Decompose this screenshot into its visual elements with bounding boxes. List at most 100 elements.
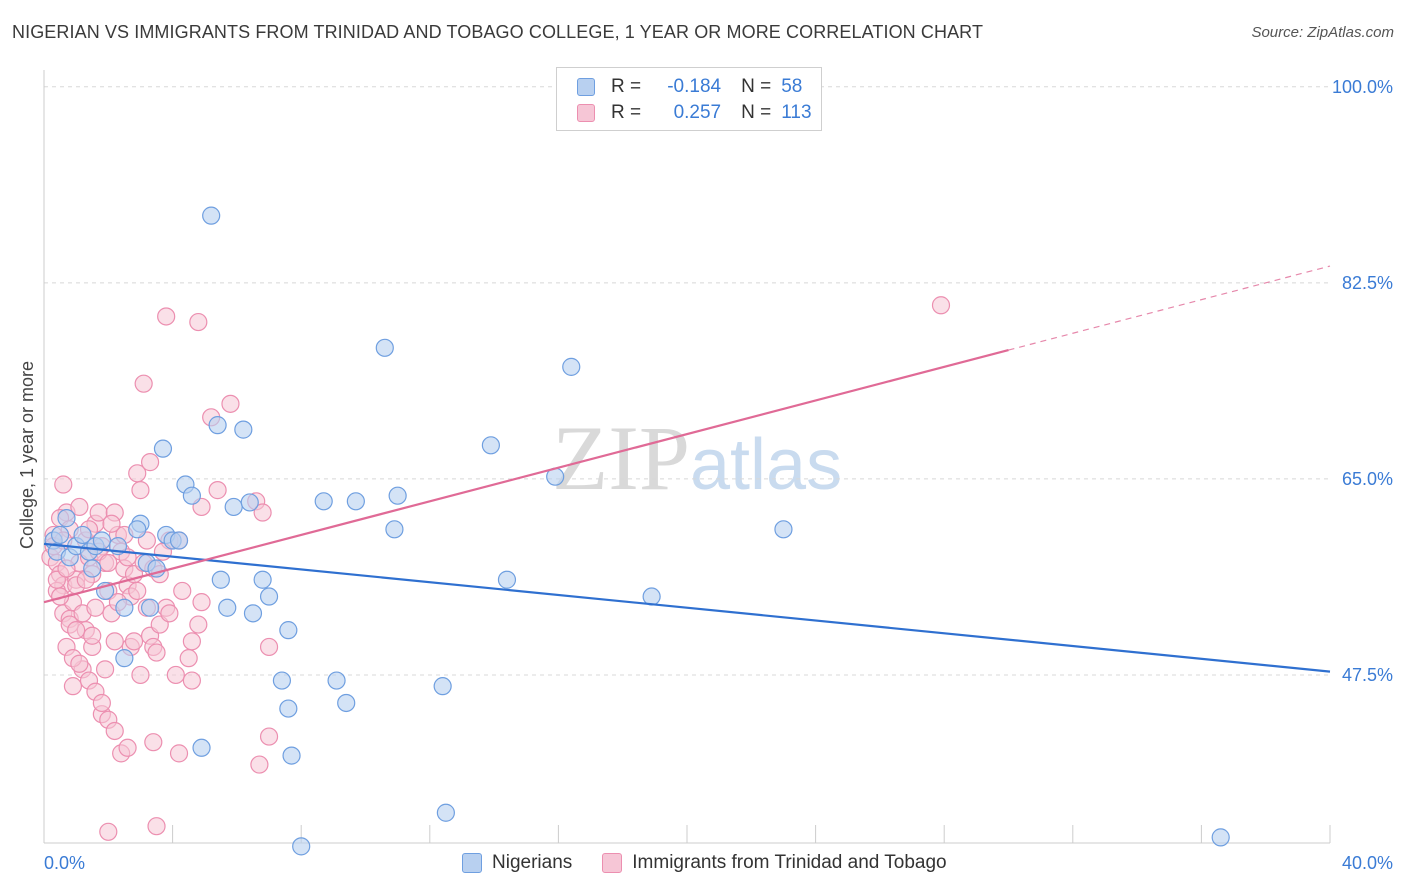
y-tick-label: 100.0% <box>1332 77 1393 97</box>
data-point-nigerian <box>218 598 237 617</box>
data-point-nigerian <box>375 338 394 357</box>
data-point-trinidad <box>124 632 144 651</box>
data-point-nigerian <box>169 531 189 550</box>
data-point-trinidad <box>259 727 279 746</box>
data-point-nigerian <box>562 357 581 376</box>
watermark-zip: ZIP <box>552 407 690 509</box>
x-tick-label: 40.0% <box>1342 853 1393 873</box>
data-point-trinidad <box>160 604 179 623</box>
data-point-nigerian <box>243 604 263 623</box>
data-point-nigerian <box>115 649 134 668</box>
data-point-nigerian <box>337 693 356 713</box>
source-label: Source: ZipAtlas.com <box>1251 24 1394 41</box>
legend-row-pink: R = 0.257 N = 113 <box>577 100 812 126</box>
data-point-nigerian <box>436 803 455 822</box>
data-point-trinidad <box>157 307 176 326</box>
legend-swatch-pink <box>577 104 595 122</box>
tick-labels: 100.0% 82.5% 65.0% 47.5% 0.0% 40.0% <box>44 77 1393 873</box>
chart-title: NIGERIAN VS IMMIGRANTS FROM TRINIDAD AND… <box>12 22 984 42</box>
data-point-trinidad <box>140 453 160 472</box>
legend-swatch-blue <box>577 78 595 96</box>
data-point-trinidad <box>144 733 163 752</box>
data-point-nigerian <box>1211 828 1230 847</box>
data-point-trinidad <box>147 643 166 662</box>
data-point-trinidad <box>67 621 86 640</box>
data-point-nigerian <box>433 677 452 696</box>
data-point-nigerian <box>481 436 500 455</box>
data-point-nigerian <box>57 509 76 528</box>
data-point-nigerian <box>211 570 230 589</box>
data-point-trinidad <box>253 503 272 522</box>
data-point-trinidad <box>63 677 83 696</box>
legend-n-label: N = <box>741 102 772 123</box>
x-tick-label: 0.0% <box>44 853 85 873</box>
bottom-legend-swatch-blue <box>462 853 482 873</box>
trend-lines <box>43 265 1331 673</box>
data-point-trinidad <box>179 649 198 668</box>
data-point-nigerian <box>279 621 298 640</box>
data-point-nigerian <box>202 206 221 225</box>
legend: R = -0.184 N = 58 R = 0.257 N = 113 <box>556 67 822 131</box>
data-point-trinidad <box>131 665 150 685</box>
legend-r-label: R = <box>611 102 642 123</box>
data-point-trinidad <box>166 665 185 685</box>
data-point-nigerian <box>259 587 279 606</box>
data-point-trinidad <box>147 817 166 836</box>
data-point-nigerian <box>314 492 333 511</box>
data-point-trinidad <box>182 632 201 651</box>
legend-r-value: 0.257 <box>673 102 722 123</box>
trend-line-nigerians <box>43 542 1331 673</box>
data-point-nigerian <box>182 486 201 505</box>
bottom-legend-label-pink: Immigrants from Trinidad and Tobago <box>632 852 947 873</box>
legend-r-label: R = <box>611 76 642 97</box>
blue-points <box>44 206 1230 856</box>
data-point-nigerian <box>73 525 92 545</box>
trend-line-trinidad <box>43 349 1009 604</box>
data-point-nigerian <box>153 439 173 458</box>
data-point-nigerian <box>50 525 70 545</box>
watermark-atlas: atlas <box>690 425 843 505</box>
axes <box>43 70 1331 844</box>
bottom-legend-nigerians: Nigerians <box>462 852 572 874</box>
data-point-nigerian <box>208 416 227 435</box>
data-point-nigerian <box>388 486 407 505</box>
data-point-trinidad <box>102 514 121 533</box>
data-point-nigerian <box>385 520 404 539</box>
data-point-nigerian <box>497 570 517 589</box>
legend-row-blue: R = -0.184 N = 58 <box>577 74 802 100</box>
data-point-trinidad <box>70 497 89 517</box>
data-point-nigerian <box>346 492 365 511</box>
legend-n-value: 113 <box>781 102 812 123</box>
data-point-trinidad <box>118 738 137 757</box>
data-point-trinidad <box>259 637 279 657</box>
data-point-trinidad <box>128 581 147 601</box>
data-point-nigerian <box>253 570 272 589</box>
watermark: ZIPatlas <box>552 405 842 511</box>
data-point-nigerian <box>240 493 259 512</box>
data-point-trinidad <box>189 615 208 634</box>
data-point-trinidad <box>105 632 124 651</box>
data-point-trinidad <box>83 626 102 645</box>
data-point-trinidad <box>173 581 192 601</box>
data-point-trinidad <box>131 481 150 500</box>
data-point-nigerian <box>282 746 301 765</box>
data-point-trinidad <box>99 553 118 573</box>
data-point-trinidad <box>105 721 124 741</box>
data-point-trinidad <box>931 296 951 315</box>
data-point-trinidad <box>208 481 227 500</box>
data-point-nigerian <box>642 587 661 606</box>
data-point-trinidad <box>134 374 153 393</box>
data-point-trinidad <box>221 394 240 413</box>
bottom-legend: Nigerians Immigrants from Trinidad and T… <box>462 852 977 874</box>
data-point-trinidad <box>99 822 118 841</box>
data-point-trinidad <box>70 654 89 673</box>
data-point-nigerian <box>327 671 346 690</box>
bottom-legend-trinidad: Immigrants from Trinidad and Tobago <box>602 852 947 874</box>
data-point-trinidad <box>182 671 201 690</box>
data-point-trinidad <box>189 312 208 332</box>
data-point-nigerian <box>234 420 253 439</box>
data-point-nigerian <box>272 671 292 690</box>
legend-r-value: -0.184 <box>667 76 722 97</box>
legend-n-value: 58 <box>781 76 803 97</box>
